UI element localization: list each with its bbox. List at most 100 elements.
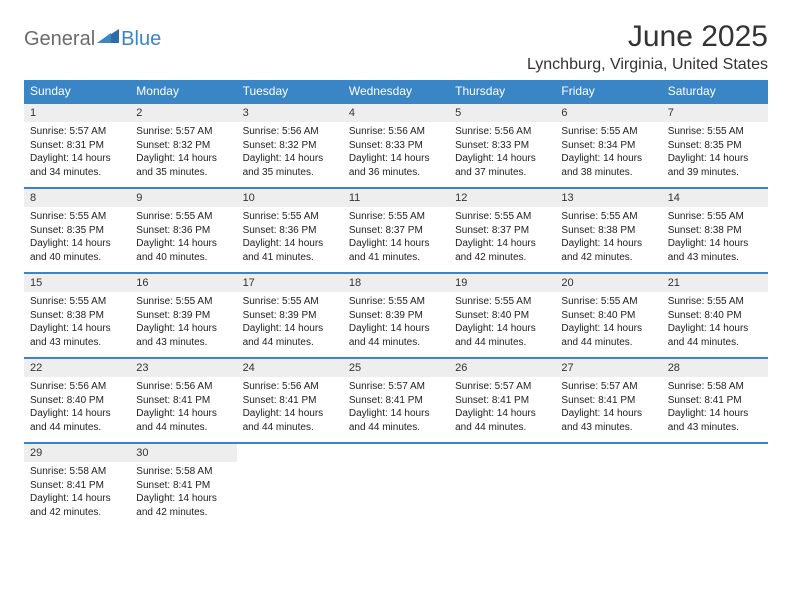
day-sunset: Sunset: 8:41 PM <box>136 479 230 493</box>
day-sunrise: Sunrise: 5:56 AM <box>455 125 549 139</box>
day-d1: Daylight: 14 hours <box>136 492 230 506</box>
day-d1: Daylight: 14 hours <box>30 237 124 251</box>
day-d2: and 34 minutes. <box>30 166 124 180</box>
day-number: 25 <box>343 359 449 377</box>
day-body: Sunrise: 5:57 AMSunset: 8:31 PMDaylight:… <box>24 122 130 187</box>
calendar-week: 22Sunrise: 5:56 AMSunset: 8:40 PMDayligh… <box>24 358 768 443</box>
day-d1: Daylight: 14 hours <box>455 322 549 336</box>
day-sunrise: Sunrise: 5:55 AM <box>243 295 337 309</box>
day-body: Sunrise: 5:57 AMSunset: 8:41 PMDaylight:… <box>555 377 661 442</box>
day-d1: Daylight: 14 hours <box>668 152 762 166</box>
day-sunset: Sunset: 8:35 PM <box>668 139 762 153</box>
day-sunrise: Sunrise: 5:56 AM <box>30 380 124 394</box>
day-sunset: Sunset: 8:38 PM <box>561 224 655 238</box>
day-body: Sunrise: 5:57 AMSunset: 8:41 PMDaylight:… <box>449 377 555 442</box>
day-number <box>237 444 343 462</box>
day-d1: Daylight: 14 hours <box>561 407 655 421</box>
day-sunset: Sunset: 8:41 PM <box>668 394 762 408</box>
day-body: Sunrise: 5:55 AMSunset: 8:36 PMDaylight:… <box>130 207 236 272</box>
calendar-cell: 5Sunrise: 5:56 AMSunset: 8:33 PMDaylight… <box>449 103 555 188</box>
day-d2: and 43 minutes. <box>668 251 762 265</box>
day-d1: Daylight: 14 hours <box>243 322 337 336</box>
day-body: Sunrise: 5:55 AMSunset: 8:34 PMDaylight:… <box>555 122 661 187</box>
day-sunrise: Sunrise: 5:56 AM <box>136 380 230 394</box>
calendar-cell: 19Sunrise: 5:55 AMSunset: 8:40 PMDayligh… <box>449 273 555 358</box>
day-d2: and 42 minutes. <box>455 251 549 265</box>
calendar-cell: 12Sunrise: 5:55 AMSunset: 8:37 PMDayligh… <box>449 188 555 273</box>
day-body: Sunrise: 5:57 AMSunset: 8:32 PMDaylight:… <box>130 122 236 187</box>
day-d2: and 36 minutes. <box>349 166 443 180</box>
calendar-week: 8Sunrise: 5:55 AMSunset: 8:35 PMDaylight… <box>24 188 768 273</box>
day-body <box>237 462 343 520</box>
day-sunrise: Sunrise: 5:57 AM <box>136 125 230 139</box>
page-title: June 2025 <box>527 20 768 54</box>
day-sunrise: Sunrise: 5:58 AM <box>668 380 762 394</box>
day-sunset: Sunset: 8:37 PM <box>455 224 549 238</box>
day-body <box>555 462 661 520</box>
day-number: 30 <box>130 444 236 462</box>
day-body: Sunrise: 5:58 AMSunset: 8:41 PMDaylight:… <box>24 462 130 527</box>
day-body: Sunrise: 5:55 AMSunset: 8:35 PMDaylight:… <box>24 207 130 272</box>
day-d1: Daylight: 14 hours <box>668 407 762 421</box>
day-d2: and 44 minutes. <box>243 336 337 350</box>
day-d1: Daylight: 14 hours <box>243 152 337 166</box>
day-number: 7 <box>662 104 768 122</box>
dow-tuesday: Tuesday <box>237 80 343 103</box>
calendar-table: Sunday Monday Tuesday Wednesday Thursday… <box>24 80 768 527</box>
day-body: Sunrise: 5:55 AMSunset: 8:38 PMDaylight:… <box>24 292 130 357</box>
day-d1: Daylight: 14 hours <box>455 237 549 251</box>
day-sunset: Sunset: 8:37 PM <box>349 224 443 238</box>
day-d1: Daylight: 14 hours <box>455 152 549 166</box>
day-d2: and 44 minutes. <box>455 421 549 435</box>
day-body <box>662 462 768 520</box>
day-sunset: Sunset: 8:40 PM <box>455 309 549 323</box>
calendar-cell: 26Sunrise: 5:57 AMSunset: 8:41 PMDayligh… <box>449 358 555 443</box>
day-d2: and 37 minutes. <box>455 166 549 180</box>
day-sunrise: Sunrise: 5:55 AM <box>561 210 655 224</box>
day-sunset: Sunset: 8:36 PM <box>136 224 230 238</box>
day-d1: Daylight: 14 hours <box>668 237 762 251</box>
day-d2: and 41 minutes. <box>349 251 443 265</box>
calendar-cell: 14Sunrise: 5:55 AMSunset: 8:38 PMDayligh… <box>662 188 768 273</box>
day-sunset: Sunset: 8:39 PM <box>349 309 443 323</box>
day-body: Sunrise: 5:55 AMSunset: 8:35 PMDaylight:… <box>662 122 768 187</box>
day-d1: Daylight: 14 hours <box>30 407 124 421</box>
day-d2: and 43 minutes. <box>668 421 762 435</box>
day-number: 27 <box>555 359 661 377</box>
day-sunrise: Sunrise: 5:55 AM <box>668 125 762 139</box>
dow-thursday: Thursday <box>449 80 555 103</box>
day-number: 5 <box>449 104 555 122</box>
day-number: 18 <box>343 274 449 292</box>
day-sunset: Sunset: 8:32 PM <box>243 139 337 153</box>
calendar-page: General Blue June 2025 Lynchburg, Virgin… <box>0 0 792 547</box>
day-d2: and 43 minutes. <box>561 421 655 435</box>
calendar-cell: 4Sunrise: 5:56 AMSunset: 8:33 PMDaylight… <box>343 103 449 188</box>
day-body: Sunrise: 5:57 AMSunset: 8:41 PMDaylight:… <box>343 377 449 442</box>
day-d2: and 44 minutes. <box>243 421 337 435</box>
day-body: Sunrise: 5:55 AMSunset: 8:38 PMDaylight:… <box>555 207 661 272</box>
day-sunset: Sunset: 8:40 PM <box>561 309 655 323</box>
dow-sunday: Sunday <box>24 80 130 103</box>
day-d1: Daylight: 14 hours <box>30 322 124 336</box>
calendar-cell: 18Sunrise: 5:55 AMSunset: 8:39 PMDayligh… <box>343 273 449 358</box>
day-sunrise: Sunrise: 5:55 AM <box>349 210 443 224</box>
day-d2: and 44 minutes. <box>349 336 443 350</box>
day-body: Sunrise: 5:56 AMSunset: 8:33 PMDaylight:… <box>449 122 555 187</box>
day-body: Sunrise: 5:55 AMSunset: 8:40 PMDaylight:… <box>555 292 661 357</box>
day-number <box>449 444 555 462</box>
day-body: Sunrise: 5:55 AMSunset: 8:40 PMDaylight:… <box>662 292 768 357</box>
calendar-week: 1Sunrise: 5:57 AMSunset: 8:31 PMDaylight… <box>24 103 768 188</box>
day-d1: Daylight: 14 hours <box>243 407 337 421</box>
day-d2: and 44 minutes. <box>30 421 124 435</box>
day-body: Sunrise: 5:56 AMSunset: 8:40 PMDaylight:… <box>24 377 130 442</box>
day-of-week-row: Sunday Monday Tuesday Wednesday Thursday… <box>24 80 768 103</box>
day-body: Sunrise: 5:58 AMSunset: 8:41 PMDaylight:… <box>662 377 768 442</box>
day-number: 16 <box>130 274 236 292</box>
day-body <box>343 462 449 520</box>
day-d2: and 42 minutes. <box>30 506 124 520</box>
day-sunset: Sunset: 8:39 PM <box>243 309 337 323</box>
dow-monday: Monday <box>130 80 236 103</box>
day-sunset: Sunset: 8:33 PM <box>349 139 443 153</box>
calendar-cell: 25Sunrise: 5:57 AMSunset: 8:41 PMDayligh… <box>343 358 449 443</box>
logo-triangle-icon <box>97 27 119 48</box>
